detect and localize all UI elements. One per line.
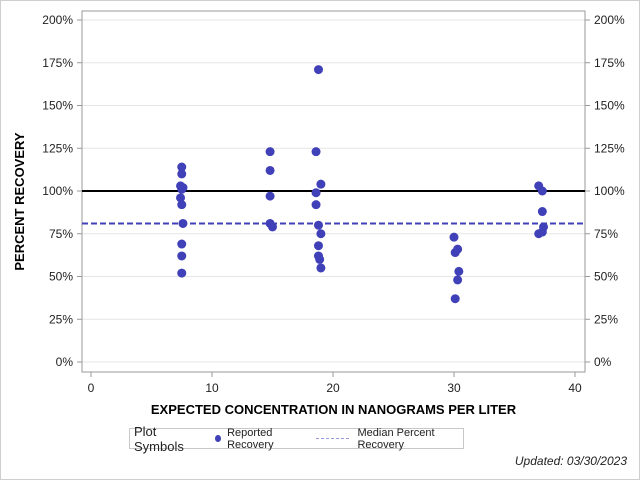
data-point — [177, 251, 187, 261]
y-tick-label: 175% — [42, 56, 73, 70]
data-point — [313, 220, 323, 230]
y-tick-label: 125% — [42, 141, 73, 155]
data-point — [453, 275, 463, 285]
data-point — [316, 263, 326, 273]
y-tick-label-right: 25% — [594, 312, 618, 326]
data-point — [313, 65, 323, 75]
y-tick-label-right: 50% — [594, 270, 618, 284]
data-point — [265, 165, 275, 175]
x-tick-label: 20 — [326, 381, 340, 395]
x-tick-label: 10 — [205, 381, 219, 395]
data-point — [265, 191, 275, 201]
y-tick-label-right: 175% — [594, 56, 625, 70]
data-point — [316, 229, 326, 239]
data-point — [177, 162, 187, 172]
data-point — [450, 248, 460, 258]
data-point — [313, 241, 323, 251]
x-tick-label: 30 — [447, 381, 461, 395]
data-point — [454, 266, 464, 276]
data-point — [311, 147, 321, 157]
data-point — [316, 179, 326, 189]
y-tick-label-right: 100% — [594, 184, 625, 198]
legend-title: Plot Symbols — [134, 423, 184, 454]
y-tick-label: 100% — [42, 184, 73, 198]
y-tick-label: 25% — [49, 312, 73, 326]
x-tick-label: 40 — [568, 381, 582, 395]
legend: Plot Symbols Reported Recovery Median Pe… — [129, 424, 464, 454]
y-tick-label: 200% — [42, 13, 73, 27]
y-tick-label: 0% — [56, 355, 74, 369]
data-point — [311, 200, 321, 210]
data-point — [537, 186, 547, 196]
legend-median-label: Median Percent Recovery — [357, 426, 435, 451]
data-point — [450, 294, 460, 304]
y-tick-label-right: 150% — [594, 99, 625, 113]
y-tick-label-right: 125% — [594, 141, 625, 155]
data-point — [177, 200, 187, 210]
y-tick-label: 50% — [49, 270, 73, 284]
data-point — [177, 239, 187, 249]
data-point — [178, 218, 188, 228]
data-point — [177, 169, 187, 179]
data-point — [268, 222, 277, 232]
data-point — [315, 254, 325, 264]
x-tick-label: 0 — [88, 381, 95, 395]
updated-timestamp: Updated: 03/30/2023 — [514, 454, 627, 468]
x-axis-label: EXPECTED CONCENTRATION IN NANOGRAMS PER … — [151, 402, 517, 417]
data-point — [176, 193, 186, 203]
y-tick-label-right: 75% — [594, 227, 618, 241]
data-point — [311, 188, 321, 198]
y-tick-label: 150% — [42, 99, 73, 113]
y-tick-label-right: 0% — [594, 355, 612, 369]
data-point — [449, 232, 459, 242]
y-tick-label-right: 200% — [594, 13, 625, 27]
data-point — [534, 229, 544, 239]
legend-reported-label: Reported Recovery — [227, 426, 274, 451]
y-axis-label: PERCENT RECOVERY — [12, 132, 27, 271]
data-point — [177, 184, 187, 194]
y-tick-label: 75% — [49, 227, 73, 241]
data-point — [177, 268, 187, 278]
data-point — [537, 207, 547, 217]
median-dashed-line-icon — [316, 438, 350, 439]
data-point — [265, 147, 275, 157]
reported-recovery-marker-icon — [215, 435, 222, 442]
